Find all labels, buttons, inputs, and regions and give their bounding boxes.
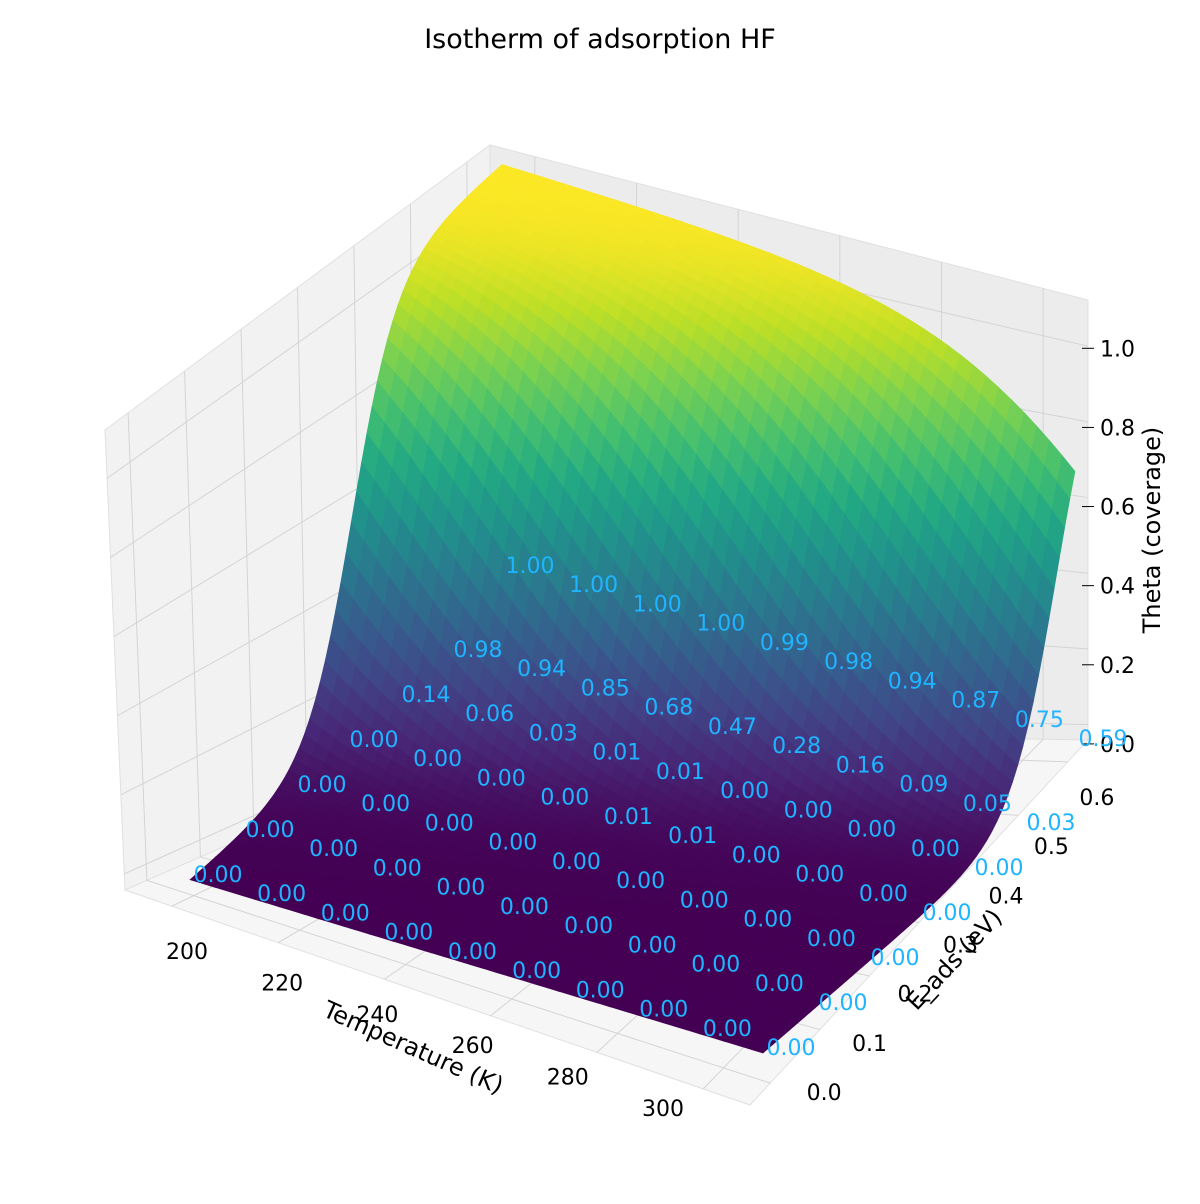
annotation-label: 0.99: [760, 631, 809, 656]
annotation-label: 1.00: [696, 612, 745, 637]
annotation-label: 0.00: [384, 921, 433, 946]
annotation-label: 0.00: [691, 953, 740, 978]
annotation-label: 0.00: [628, 933, 677, 958]
x-tick-label: 220: [261, 971, 303, 996]
x-tick-label: 280: [547, 1066, 589, 1091]
annotation-label: 0.00: [703, 1017, 752, 1042]
annotation-label: 0.00: [257, 882, 306, 907]
grid-line-y: [146, 879, 771, 1084]
annotation-label: 0.05: [963, 792, 1012, 817]
annotation-label: 0.68: [644, 696, 693, 721]
annotation-label: 0.00: [246, 818, 295, 843]
annotation-label: 0.94: [888, 669, 937, 694]
annotation-label: 0.00: [436, 876, 485, 901]
annotation-label: 0.01: [668, 824, 717, 849]
z-tick-label: 0.8: [1100, 416, 1135, 441]
annotation-label: 0.98: [824, 650, 873, 675]
annotation-label: 0.06: [465, 702, 514, 727]
annotation-label: 0.09: [899, 773, 948, 798]
annotation-label: 1.00: [633, 592, 682, 617]
y-tick-label: 0.0: [807, 1081, 842, 1106]
y-tick-label: 0.4: [988, 884, 1023, 909]
y-tick-label: 0.5: [1034, 835, 1069, 860]
annotation-label: 0.16: [836, 753, 885, 778]
annotation-label: 0.00: [732, 843, 781, 868]
annotation-label: 0.00: [616, 869, 665, 894]
annotation-label: 0.00: [298, 773, 347, 798]
annotation-label: 1.00: [569, 573, 618, 598]
z-axis-label: Theta (coverage): [1138, 427, 1166, 635]
annotation-label: 0.00: [564, 914, 613, 939]
chart-title: Isotherm of adsorption HF: [424, 24, 776, 55]
annotation-label: 0.87: [951, 689, 1000, 714]
annotation-label: 0.00: [923, 901, 972, 926]
annotation-label: 0.75: [1015, 708, 1064, 733]
x-tick-label: 300: [642, 1097, 684, 1122]
annotation-label: 0.00: [500, 895, 549, 920]
annotation-label: 0.01: [604, 805, 653, 830]
annotation-label: 0.00: [540, 786, 589, 811]
annotation-label: 0.00: [309, 837, 358, 862]
annotation-label: 0.00: [720, 779, 769, 804]
annotation-label: 0.00: [373, 856, 422, 881]
z-tick-label: 0.6: [1100, 496, 1135, 521]
annotation-label: 0.01: [592, 741, 641, 766]
annotation-label: 0.00: [194, 863, 243, 888]
z-tick-label: 0.2: [1100, 654, 1135, 679]
annotation-label: 0.00: [321, 901, 370, 926]
annotation-label: 0.00: [795, 863, 844, 888]
annotation-label: 0.00: [859, 882, 908, 907]
y-tick-label: 0.1: [852, 1032, 887, 1057]
annotation-label: 0.00: [576, 978, 625, 1003]
annotation-label: 0.59: [1079, 727, 1128, 752]
z-tick-label: 0.4: [1100, 575, 1135, 600]
surface-mesh: [189, 164, 1076, 1054]
grid-line-y: [184, 371, 201, 857]
annotation-label: 0.00: [871, 946, 920, 971]
annotation-label: 0.00: [425, 811, 474, 836]
annotation-label: 0.94: [517, 657, 566, 682]
annotation-label: 0.00: [911, 837, 960, 862]
annotation-label: 0.03: [1027, 811, 1076, 836]
annotation-label: 0.00: [413, 747, 462, 772]
annotation-label: 0.00: [755, 972, 804, 997]
annotation-label: 0.14: [402, 683, 451, 708]
annotation-label: 0.00: [552, 850, 601, 875]
y-tick-label: 0.6: [1079, 786, 1114, 811]
annotation-label: 0.00: [448, 940, 497, 965]
annotation-label: 0.00: [488, 831, 537, 856]
annotation-label: 0.00: [361, 792, 410, 817]
annotation-label: 0.00: [350, 728, 399, 753]
annotation-label: 0.00: [767, 1036, 816, 1061]
annotation-label: 0.00: [975, 856, 1024, 881]
annotation-label: 0.03: [529, 721, 578, 746]
z-tick-label: 1.0: [1100, 337, 1135, 362]
annotation-label: 0.00: [512, 959, 561, 984]
annotation-label: 0.00: [807, 927, 856, 952]
annotation-label: 0.98: [454, 638, 503, 663]
grid-line-y: [127, 412, 148, 881]
annotation-label: 0.01: [656, 760, 705, 785]
annotation-label: 0.00: [784, 798, 833, 823]
grid-line-y: [240, 329, 255, 834]
grid-line-y: [297, 287, 308, 811]
annotation-label: 0.47: [708, 715, 757, 740]
annotation-label: 1.00: [506, 554, 555, 579]
annotation-label: 0.00: [819, 991, 868, 1016]
annotation-label: 0.00: [680, 888, 729, 913]
annotation-label: 0.85: [581, 676, 630, 701]
annotation-label: 0.00: [847, 818, 896, 843]
annotation-label: 0.00: [743, 908, 792, 933]
annotation-label: 0.00: [639, 998, 688, 1023]
annotation-label: 0.28: [772, 734, 821, 759]
x-tick-label: 200: [166, 940, 208, 965]
annotation-label: 0.00: [477, 766, 526, 791]
